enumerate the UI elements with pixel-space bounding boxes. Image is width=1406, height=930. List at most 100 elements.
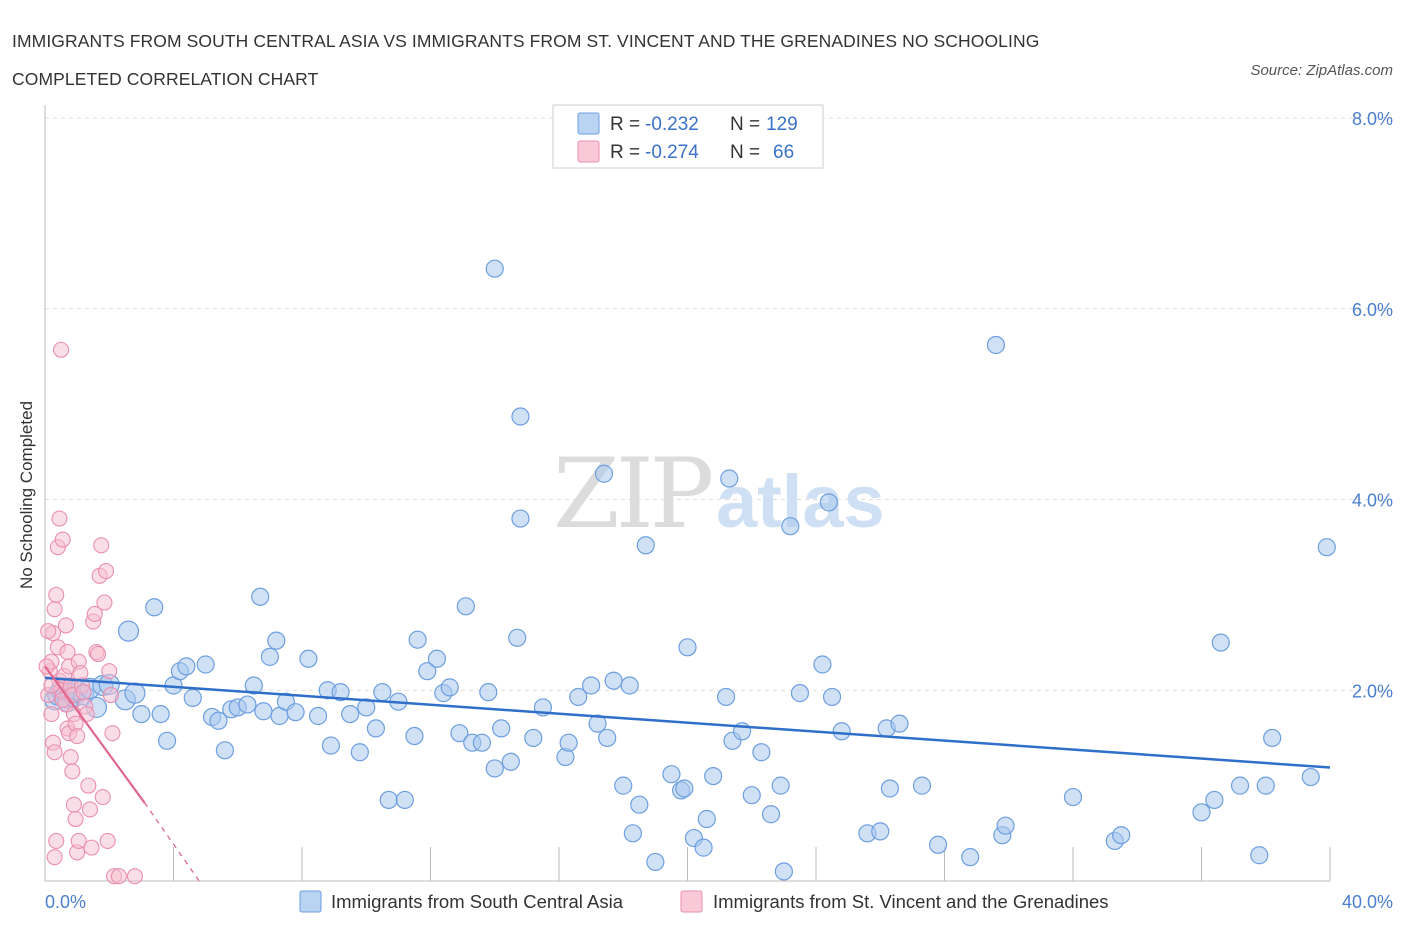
blue-point [620, 676, 639, 695]
blue-point [244, 676, 263, 695]
blue-point [209, 711, 228, 730]
stats-n-value-1: 129 [766, 114, 798, 135]
pink-point [48, 832, 65, 849]
source-note: Source: ZipAtlas.com [1250, 62, 1393, 79]
blue-point [251, 587, 270, 606]
blue-point [117, 620, 140, 642]
blue-point [456, 597, 475, 616]
blue-point [704, 766, 723, 786]
blue-point [286, 703, 305, 722]
pink-point [96, 594, 113, 611]
blue-point [157, 731, 177, 750]
blue-point [598, 728, 617, 748]
blue-point [1112, 826, 1131, 845]
pink-point [67, 810, 84, 828]
blue-point [215, 741, 234, 760]
axes [44, 105, 1331, 882]
blue-point [1063, 787, 1083, 807]
blue-point [813, 655, 832, 674]
blue-point [636, 536, 655, 555]
pink-point [104, 725, 121, 742]
blue-point [238, 695, 257, 714]
blue-point [871, 822, 890, 841]
gridlines [45, 117, 1392, 691]
blue-point [582, 676, 601, 695]
pink-point [94, 789, 111, 806]
stats-r-value-1: -0.232 [645, 114, 699, 135]
stats-blue-swatch [577, 112, 600, 135]
stats-box: R = -0.232 N = 129 R = -0.274 N = 66 [552, 104, 824, 169]
blue-point [366, 719, 385, 738]
pink-point [126, 868, 143, 885]
blue-point [501, 752, 520, 771]
blue-point [350, 743, 369, 762]
stats-n-value-2: 66 [773, 142, 794, 163]
pink-point [51, 510, 68, 527]
blue-point [479, 683, 498, 702]
x-tick-label-0: 0.0% [45, 892, 86, 912]
blue-point [890, 714, 909, 733]
blue-point [1263, 728, 1282, 748]
series-st-vincent [38, 341, 143, 885]
trend-line-st-vincent-extension [144, 802, 200, 882]
watermark: ZIP atlas [553, 438, 885, 550]
blue-point [761, 805, 781, 824]
blue-point [1230, 776, 1250, 795]
blue-point [675, 779, 694, 798]
blue-point [752, 743, 771, 762]
blue-point [145, 598, 164, 617]
blue-point [614, 776, 633, 795]
y-tick-label-2: 6.0% [1352, 300, 1393, 320]
stats-n-label-2: N = [730, 142, 760, 163]
blue-point [254, 702, 273, 721]
pink-point [102, 686, 119, 704]
stats-r-label-1: R = [610, 114, 640, 135]
blue-point [373, 683, 392, 702]
blue-point [299, 649, 318, 668]
watermark-zip: ZIP [553, 438, 712, 550]
stats-r-value-2: -0.274 [645, 142, 699, 163]
blue-point [357, 698, 376, 717]
series-south-central-asia [44, 259, 1336, 881]
legend-label-south-central-asia: Immigrants from South Central Asia [331, 891, 624, 912]
blue-point [408, 630, 427, 649]
pink-point [70, 832, 87, 849]
blue-point [260, 647, 279, 666]
blue-point [511, 509, 530, 528]
pink-point [43, 677, 60, 694]
stats-r-label-2: R = [610, 142, 640, 163]
blue-point [678, 638, 697, 657]
blue-point [379, 790, 398, 810]
blue-point [1205, 790, 1224, 810]
chart-title-line1: IMMIGRANTS FROM SOUTH CENTRAL ASIA VS IM… [12, 31, 1040, 51]
blue-point [697, 809, 716, 829]
blue-point [774, 862, 793, 881]
blue-point [569, 687, 588, 707]
blue-point [1192, 803, 1211, 822]
stats-n-label-1: N = [730, 114, 760, 135]
blue-point [819, 493, 838, 512]
blue-point [928, 835, 948, 854]
pink-point [62, 748, 79, 766]
blue-point [267, 631, 286, 650]
blue-point [405, 726, 424, 746]
blue-point [822, 687, 842, 707]
pink-point [80, 777, 97, 794]
chart-title: IMMIGRANTS FROM SOUTH CENTRAL ASIA VS IM… [12, 22, 1039, 98]
blue-point [781, 517, 800, 536]
pink-point [86, 605, 103, 623]
blue-point [646, 852, 665, 872]
blue-point [996, 816, 1015, 835]
blue-point [524, 728, 543, 748]
blue-point [331, 683, 350, 702]
blue-point [450, 724, 469, 743]
legend: Immigrants from South Central Asia Immig… [299, 890, 1109, 913]
pink-point [48, 586, 65, 603]
pink-point [64, 763, 81, 780]
pink-point [54, 531, 71, 548]
legend-blue-swatch [299, 890, 322, 913]
blue-point [594, 464, 614, 483]
trend-line-south-central-asia [44, 676, 1331, 769]
blue-point [986, 335, 1006, 355]
